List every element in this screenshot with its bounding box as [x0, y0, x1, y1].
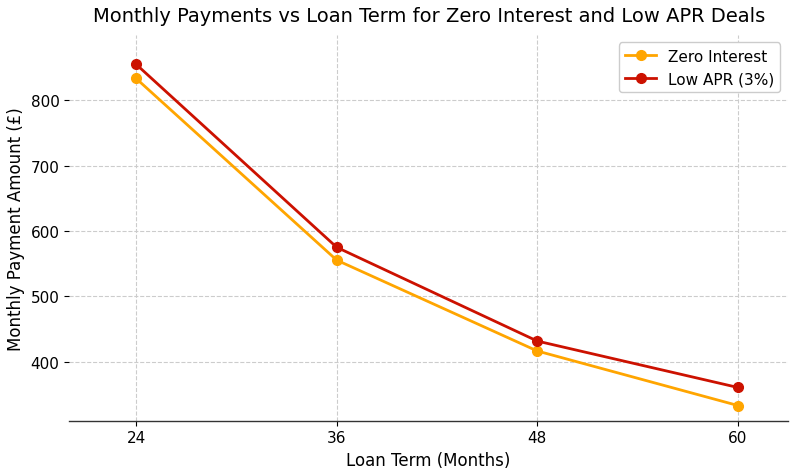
- Low APR (3%): [533, 338, 542, 344]
- Zero Interest: [733, 403, 743, 408]
- Zero Interest: [332, 258, 342, 263]
- Zero Interest: [131, 77, 141, 82]
- Low APR (3%): [733, 385, 743, 390]
- Y-axis label: Monthly Payment Amount (£): Monthly Payment Amount (£): [7, 107, 25, 350]
- Low APR (3%): [332, 245, 342, 251]
- Zero Interest: [533, 348, 542, 354]
- Low APR (3%): [131, 62, 141, 68]
- Legend: Zero Interest, Low APR (3%): Zero Interest, Low APR (3%): [619, 43, 781, 93]
- Line: Low APR (3%): Low APR (3%): [131, 60, 743, 393]
- Line: Zero Interest: Zero Interest: [131, 74, 743, 410]
- X-axis label: Loan Term (Months): Loan Term (Months): [347, 451, 511, 469]
- Title: Monthly Payments vs Loan Term for Zero Interest and Low APR Deals: Monthly Payments vs Loan Term for Zero I…: [92, 7, 765, 26]
